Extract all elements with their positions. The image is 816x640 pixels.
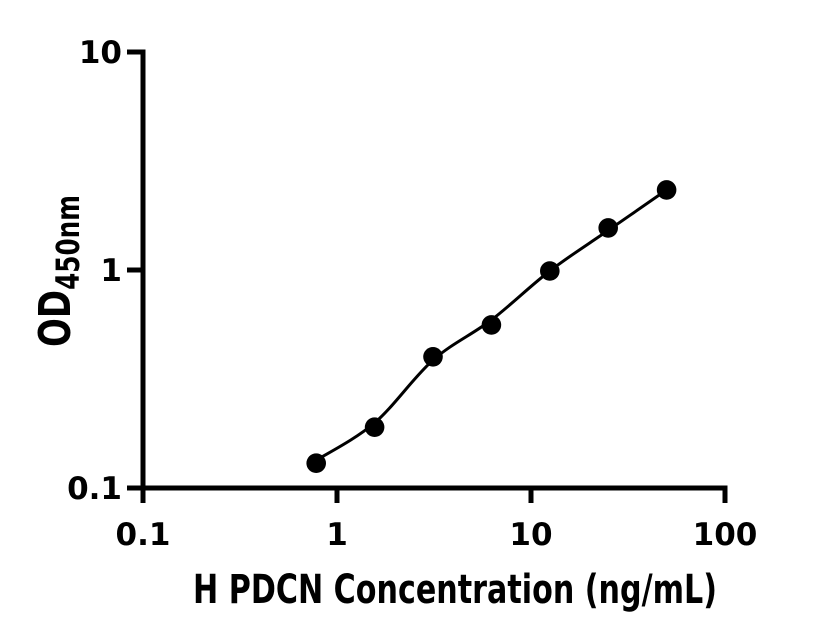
data-point [306,453,327,474]
x-tick-label: 10 [509,517,552,553]
axes-frame [140,49,728,491]
y-axis-title-subscript: 450nm [49,195,87,290]
data-point [598,218,618,238]
data-point [540,261,560,281]
y-tick-label: 1 [100,253,122,289]
data-point [656,180,677,200]
y-axis-title: OD450nm [30,195,87,347]
x-axis-title: H PDCN Concentration (ng/mL) [193,567,717,613]
y-tick-label: 0.1 [67,471,122,507]
data-point [423,347,443,367]
x-tick-label: 0.1 [116,517,171,553]
y-axis-title-main: OD [30,290,81,347]
x-tick-label: 100 [693,517,758,553]
data-point [364,417,385,438]
data-point [481,315,502,335]
x-tick-label: 1 [326,517,348,553]
y-tick-label: 10 [79,35,122,71]
